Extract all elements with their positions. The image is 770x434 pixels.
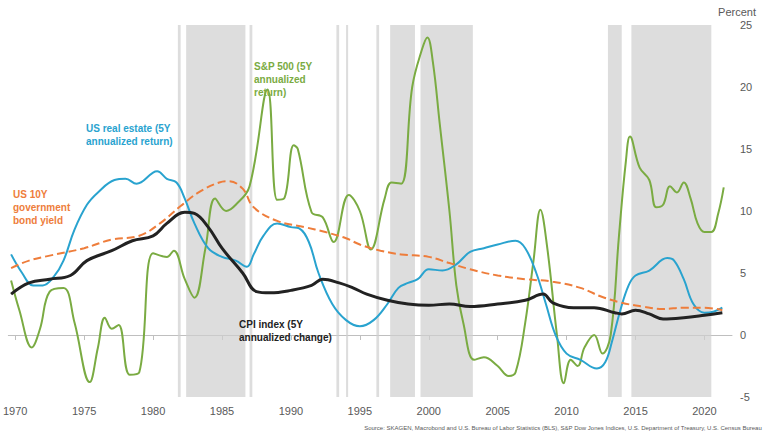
svg-text:0: 0 [740, 329, 746, 341]
svg-text:-5: -5 [740, 391, 750, 403]
svg-text:2010: 2010 [554, 405, 578, 417]
svg-text:5: 5 [740, 267, 746, 279]
svg-text:Source: SKAGEN, Macrobond and: Source: SKAGEN, Macrobond and U.S. Burea… [364, 425, 762, 431]
svg-text:CPI index (5Y: CPI index (5Y [239, 319, 306, 330]
svg-text:1985: 1985 [210, 405, 234, 417]
svg-text:Percent: Percent [718, 6, 756, 18]
svg-text:1995: 1995 [348, 405, 372, 417]
svg-text:annualized: annualized [254, 74, 308, 85]
svg-text:US real estate (5Y: US real estate (5Y [86, 123, 173, 134]
svg-text:20: 20 [740, 81, 752, 93]
svg-text:10: 10 [740, 205, 752, 217]
svg-text:1990: 1990 [279, 405, 303, 417]
svg-text:2020: 2020 [692, 405, 716, 417]
svg-text:1975: 1975 [72, 405, 96, 417]
svg-text:government: government [13, 202, 73, 213]
svg-text:1970: 1970 [3, 405, 27, 417]
svg-text:US 10Y: US 10Y [13, 189, 50, 200]
svg-text:2005: 2005 [485, 405, 509, 417]
svg-text:S&P 500 (5Y: S&P 500 (5Y [254, 61, 315, 72]
svg-text:2000: 2000 [417, 405, 441, 417]
svg-text:2015: 2015 [623, 405, 647, 417]
svg-text:return): return) [254, 87, 286, 98]
svg-text:25: 25 [740, 19, 752, 31]
svg-text:annualized change): annualized change) [239, 332, 332, 343]
svg-text:1980: 1980 [141, 405, 165, 417]
svg-text:bond yield: bond yield [13, 215, 63, 226]
svg-text:annualized return): annualized return) [86, 136, 173, 147]
svg-text:15: 15 [740, 143, 752, 155]
